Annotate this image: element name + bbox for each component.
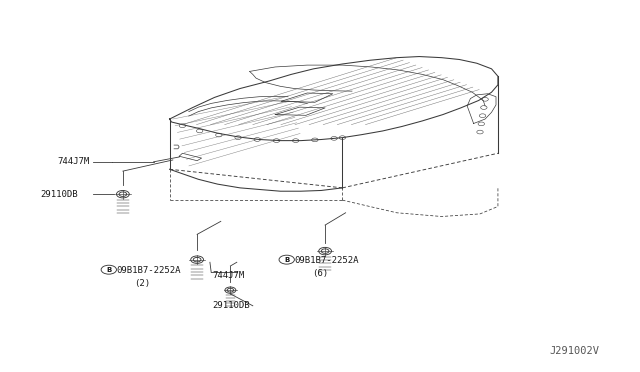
- Text: 744J7M: 744J7M: [212, 271, 244, 280]
- Text: B: B: [284, 257, 289, 263]
- Text: 09B1B7-2252A: 09B1B7-2252A: [294, 256, 359, 265]
- Text: J291002V: J291002V: [549, 346, 599, 356]
- Text: (6): (6): [312, 269, 328, 278]
- Text: (2): (2): [134, 279, 150, 288]
- Text: B: B: [106, 267, 111, 273]
- Text: 29110DB: 29110DB: [40, 190, 78, 199]
- Text: 744J7M: 744J7M: [58, 157, 90, 166]
- Text: 29110DB: 29110DB: [212, 301, 250, 310]
- Text: 09B1B7-2252A: 09B1B7-2252A: [116, 266, 181, 275]
